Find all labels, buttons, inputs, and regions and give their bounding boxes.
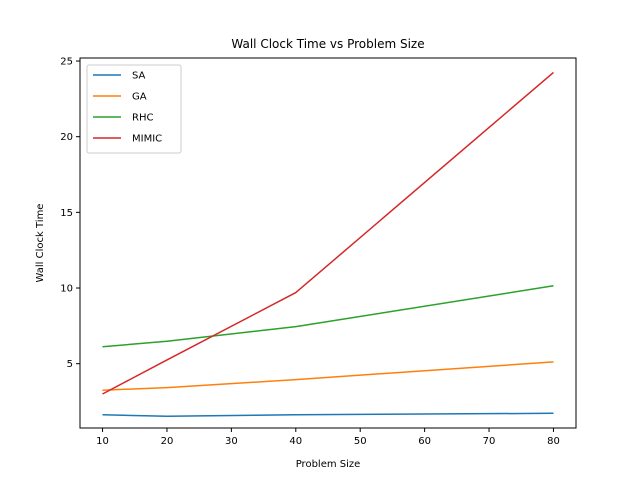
- chart-title: Wall Clock Time vs Problem Size: [231, 37, 424, 51]
- x-tick-label: 50: [354, 436, 367, 447]
- y-axis-label: Wall Clock Time: [35, 204, 46, 283]
- legend-label-rhc: RHC: [132, 113, 153, 124]
- legend-label-sa: SA: [132, 71, 146, 82]
- legend-frame: [86, 64, 182, 154]
- legend-label-mimic: MIMIC: [132, 134, 162, 145]
- plot-area-frame: [79, 57, 577, 429]
- y-tick-label: 20: [60, 132, 73, 143]
- y-tick-label: 25: [60, 57, 73, 68]
- series-layer: [102, 71, 554, 418]
- legend-label-ga: GA: [132, 92, 147, 103]
- x-tick-label: 60: [418, 436, 431, 447]
- x-tick-label: 10: [96, 436, 109, 447]
- series-line-ga: [102, 361, 554, 391]
- x-tick-label: 30: [225, 436, 238, 447]
- x-axis-ticks: 10 20 30 40 50 60 70 80: [96, 428, 560, 447]
- series-line-rhc: [102, 285, 554, 348]
- x-axis-label: Problem Size: [296, 459, 361, 470]
- x-tick-label: 20: [161, 436, 174, 447]
- x-tick-label: 70: [483, 436, 496, 447]
- y-axis-ticks: 5 10 15 20 25: [60, 57, 80, 370]
- x-tick-label: 40: [289, 436, 302, 447]
- y-tick-label: 10: [60, 284, 73, 295]
- y-tick-label: 15: [60, 208, 73, 219]
- legend: SA GA RHC MIMIC: [86, 64, 182, 154]
- series-line-mimic: [102, 71, 554, 395]
- x-tick-label: 80: [547, 436, 560, 447]
- series-line-sa: [102, 412, 554, 418]
- y-tick-label: 5: [67, 359, 73, 370]
